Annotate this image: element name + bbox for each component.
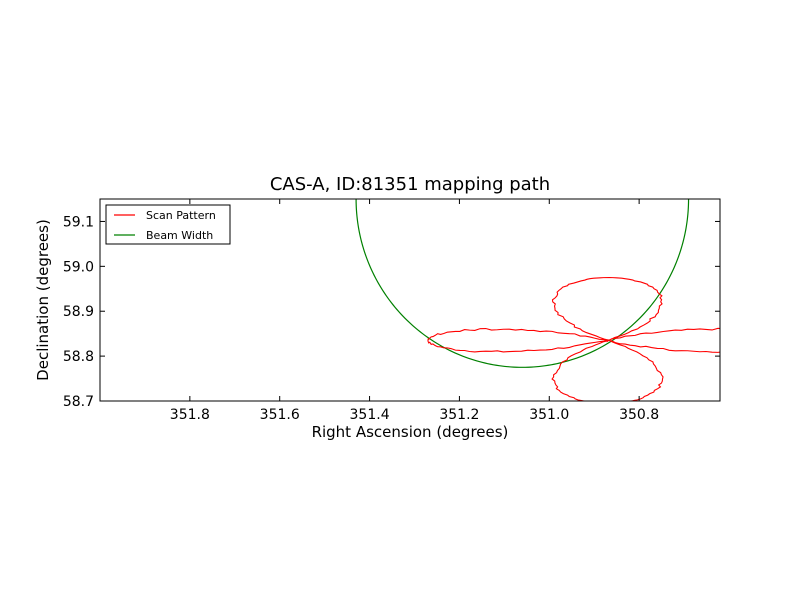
- x-axis: 351.8 351.6 351.4 351.2 351.0 350.8: [170, 199, 659, 423]
- y-axis: 58.7 58.8 58.9 59.0 59.1: [63, 214, 720, 410]
- plot-area: 351.8 351.6 351.4 351.2 351.0 350.8 58.758.85…: [63, 198, 721, 423]
- y-tick-label: 58.9: [63, 304, 94, 320]
- x-tick-label: 350.8: [619, 407, 659, 423]
- series-scan-pattern: [427, 277, 720, 401]
- x-tick-label: 351.4: [350, 407, 390, 423]
- series-beam-width: [355, 199, 690, 368]
- y-tick-label: 58.8: [63, 349, 94, 365]
- x-axis-title: Right Ascension (degrees): [312, 423, 509, 441]
- y-tick-label: 59.0: [63, 259, 94, 275]
- y-tick-label: 58.7: [63, 394, 94, 410]
- legend: Scan Pattern Beam Width: [105, 204, 231, 245]
- legend-frame: [105, 204, 231, 245]
- series-layer: [355, 199, 720, 401]
- x-tick-label: 351.8: [170, 407, 210, 423]
- legend-label-beam-width: Beam Width: [146, 229, 213, 242]
- x-tick-label: 351.0: [529, 407, 569, 423]
- x-tick-label: 351.6: [260, 407, 300, 423]
- chart-title: CAS-A, ID:81351 mapping path: [270, 174, 550, 195]
- plot-frame: [99, 198, 721, 402]
- x-tick-label: 351.2: [439, 407, 479, 423]
- y-axis-title: Declination (degrees): [34, 219, 52, 381]
- y-tick-label: 59.1: [63, 214, 94, 230]
- legend-label-scan-pattern: Scan Pattern: [146, 209, 216, 222]
